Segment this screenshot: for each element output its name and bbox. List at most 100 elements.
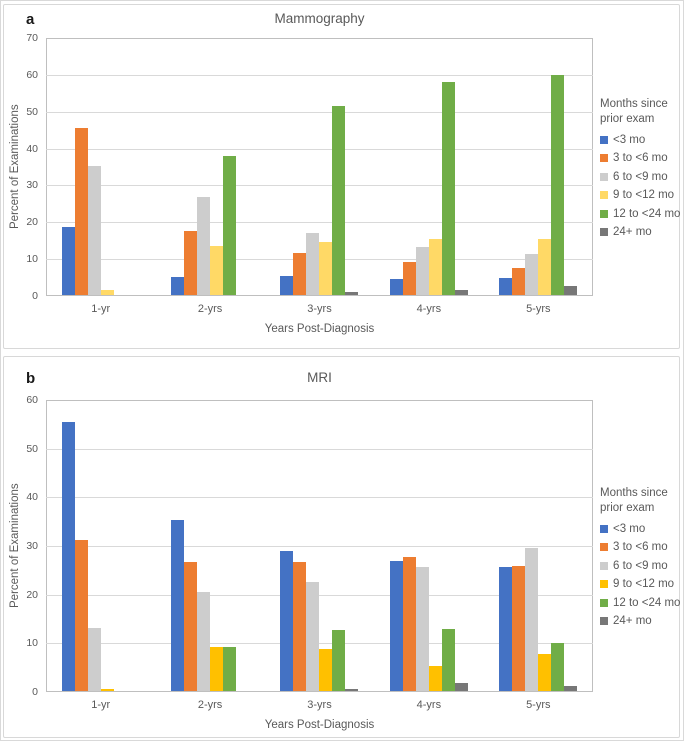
legend-title: Months since prior exam	[600, 98, 668, 125]
bar-24-mo-5-yrs	[564, 285, 578, 295]
bar-3-mo-1-yr	[61, 421, 75, 691]
bar-3-to-6-mo-1-yr	[74, 539, 88, 691]
legend-label-9-to-12-mo: 9 to <12 mo	[613, 578, 675, 591]
bar-6-to-9-mo-2-yrs	[197, 197, 211, 295]
bar-6-to-9-mo-4-yrs	[415, 567, 429, 691]
bar-group-4-yrs	[374, 39, 483, 295]
legend-label-3-to-6-mo: 3 to <6 mo	[613, 152, 668, 165]
bar-24-mo-4-yrs	[454, 683, 468, 691]
x-tick-label-3-yrs: 3-yrs	[307, 699, 332, 711]
y-tick-label-30: 30	[26, 540, 38, 552]
bar-3-mo-3-yrs	[280, 550, 294, 691]
legend-swatch-3-to-6-mo-icon	[600, 543, 608, 552]
legend-swatch-24-mo-icon	[600, 617, 608, 626]
bar-group-3-yrs	[265, 401, 374, 691]
legend: Months since prior exam <3 mo 3 to <6 mo 6 …	[600, 97, 684, 238]
bar-9-to-12-mo-4-yrs	[428, 239, 442, 295]
bar-12-to-24-mo-5-yrs	[551, 75, 565, 295]
legend-label-3-mo: <3 mo	[613, 133, 646, 146]
bar-6-to-9-mo-4-yrs	[415, 246, 429, 295]
bar-9-to-12-mo-5-yrs	[538, 238, 552, 295]
bar-12-to-24-mo-2-yrs	[223, 647, 237, 691]
bar-group-5-yrs	[484, 39, 593, 295]
bar-group-4-yrs	[374, 401, 483, 691]
chart-a-title: Mammography	[274, 11, 365, 26]
x-tick-label-2-yrs: 2-yrs	[197, 303, 223, 315]
bar-24-mo-4-yrs	[454, 289, 468, 295]
legend-label-12-to-24-mo: 12 to <24 mo	[613, 596, 681, 609]
bar-9-to-12-mo-3-yrs	[319, 649, 333, 691]
x-axis-title: Years Post-Diagnosis	[264, 323, 375, 335]
bar-3-to-6-mo-4-yrs	[402, 261, 416, 295]
x-tick-label-1-yr: 1-yr	[91, 699, 111, 711]
y-axis-title: Percent of Examinations	[9, 483, 21, 609]
bar-3-mo-3-yrs	[280, 276, 294, 295]
legend-label-12-to-24-mo: 12 to <24 mo	[613, 207, 681, 220]
legend-item-6-to-9-mo: 6 to <9 mo	[600, 171, 684, 183]
gridline-60	[46, 74, 593, 76]
legend-label-6-to-9-mo: 6 to <9 mo	[613, 559, 668, 572]
bar-12-to-24-mo-3-yrs	[332, 105, 346, 295]
legend-item-24-mo: 24+ mo	[600, 226, 684, 238]
y-tick-label-0: 0	[32, 686, 38, 698]
panel-a-letter: a	[26, 11, 35, 28]
bar-3-mo-1-yr	[61, 226, 75, 295]
bar-group-5-yrs	[484, 401, 593, 691]
legend-label-3-to-6-mo: 3 to <6 mo	[613, 541, 668, 554]
bar-3-mo-2-yrs	[171, 276, 185, 295]
y-tick-label-10: 10	[26, 637, 38, 650]
legend-swatch-12-to-24-mo-icon	[600, 598, 608, 607]
gridline-30	[46, 546, 593, 547]
bar-3-to-6-mo-2-yrs	[184, 562, 198, 691]
bar-9-to-12-mo-4-yrs	[428, 665, 442, 691]
legend-item-6-to-9-mo: 6 to <9 mo	[600, 560, 684, 572]
bar-6-to-9-mo-1-yr	[87, 166, 101, 295]
legend-swatch-3-to-6-mo-icon	[600, 154, 608, 163]
bar-6-to-9-mo-2-yrs	[197, 591, 211, 691]
legend-item-12-to-24-mo: 12 to <24 mo	[600, 208, 684, 220]
legend-item-9-to-12-mo: 9 to <12 mo	[600, 189, 684, 201]
bar-6-to-9-mo-5-yrs	[525, 547, 539, 691]
legend-label-24-mo: 24+ mo	[613, 226, 652, 239]
bar-3-to-6-mo-2-yrs	[184, 230, 198, 295]
gridline-30	[46, 185, 593, 187]
x-tick-label-3-yrs: 3-yrs	[307, 303, 332, 315]
legend-swatch-6-to-9-mo-icon	[600, 172, 608, 181]
bar-12-to-24-mo-4-yrs	[441, 82, 455, 295]
legend-items: <3 mo 3 to <6 mo 6 to <9 mo 9 to <12 mo 12 t…	[600, 523, 684, 627]
y-tick-label-10: 10	[26, 253, 38, 266]
bar-6-to-9-mo-3-yrs	[306, 582, 320, 691]
gridline-50	[46, 448, 593, 450]
x-axis-title: Years Post-Diagnosis	[264, 719, 375, 731]
y-tick-label-40: 40	[26, 142, 38, 155]
bar-3-mo-5-yrs	[499, 277, 513, 295]
bar-group-3-yrs	[265, 39, 374, 295]
bar-3-to-6-mo-3-yrs	[293, 252, 307, 295]
gridline-10	[46, 643, 593, 645]
bar-9-to-12-mo-1-yr	[100, 689, 114, 691]
panel-b-letter: b	[26, 370, 36, 387]
gridline-40	[46, 148, 593, 150]
legend-items: <3 mo 3 to <6 mo 6 to <9 mo 9 to <12 mo 12 t…	[600, 133, 684, 238]
x-tick-label-2-yrs: 2-yrs	[197, 699, 223, 711]
x-tick-label-4-yrs: 4-yrs	[416, 303, 442, 315]
legend-swatch-6-to-9-mo-icon	[600, 561, 608, 570]
bar-3-to-6-mo-5-yrs	[512, 566, 526, 691]
legend-item-3-to-6-mo: 3 to <6 mo	[600, 541, 684, 553]
bar-12-to-24-mo-5-yrs	[551, 642, 565, 691]
bar-6-to-9-mo-3-yrs	[306, 232, 320, 295]
bar-group-2-yrs	[155, 39, 264, 295]
bar-3-to-6-mo-1-yr	[74, 128, 88, 295]
bar-3-to-6-mo-4-yrs	[402, 556, 416, 691]
bar-9-to-12-mo-2-yrs	[210, 245, 224, 295]
x-tick-label-4-yrs: 4-yrs	[416, 699, 442, 711]
gridline-50	[46, 111, 593, 113]
y-tick-label-50: 50	[26, 442, 38, 455]
chart-b-canvas: 0 10 20 30 40 50 60 Percent of Examinations 1-yr…	[4, 357, 680, 737]
y-tick-label-20: 20	[26, 216, 38, 229]
legend-item-3-mo: <3 mo	[600, 523, 684, 535]
y-tick-label-40: 40	[26, 491, 38, 504]
y-tick-label-0: 0	[32, 290, 38, 302]
bar-24-mo-5-yrs	[564, 685, 578, 691]
bar-group-1-yr	[46, 39, 155, 295]
